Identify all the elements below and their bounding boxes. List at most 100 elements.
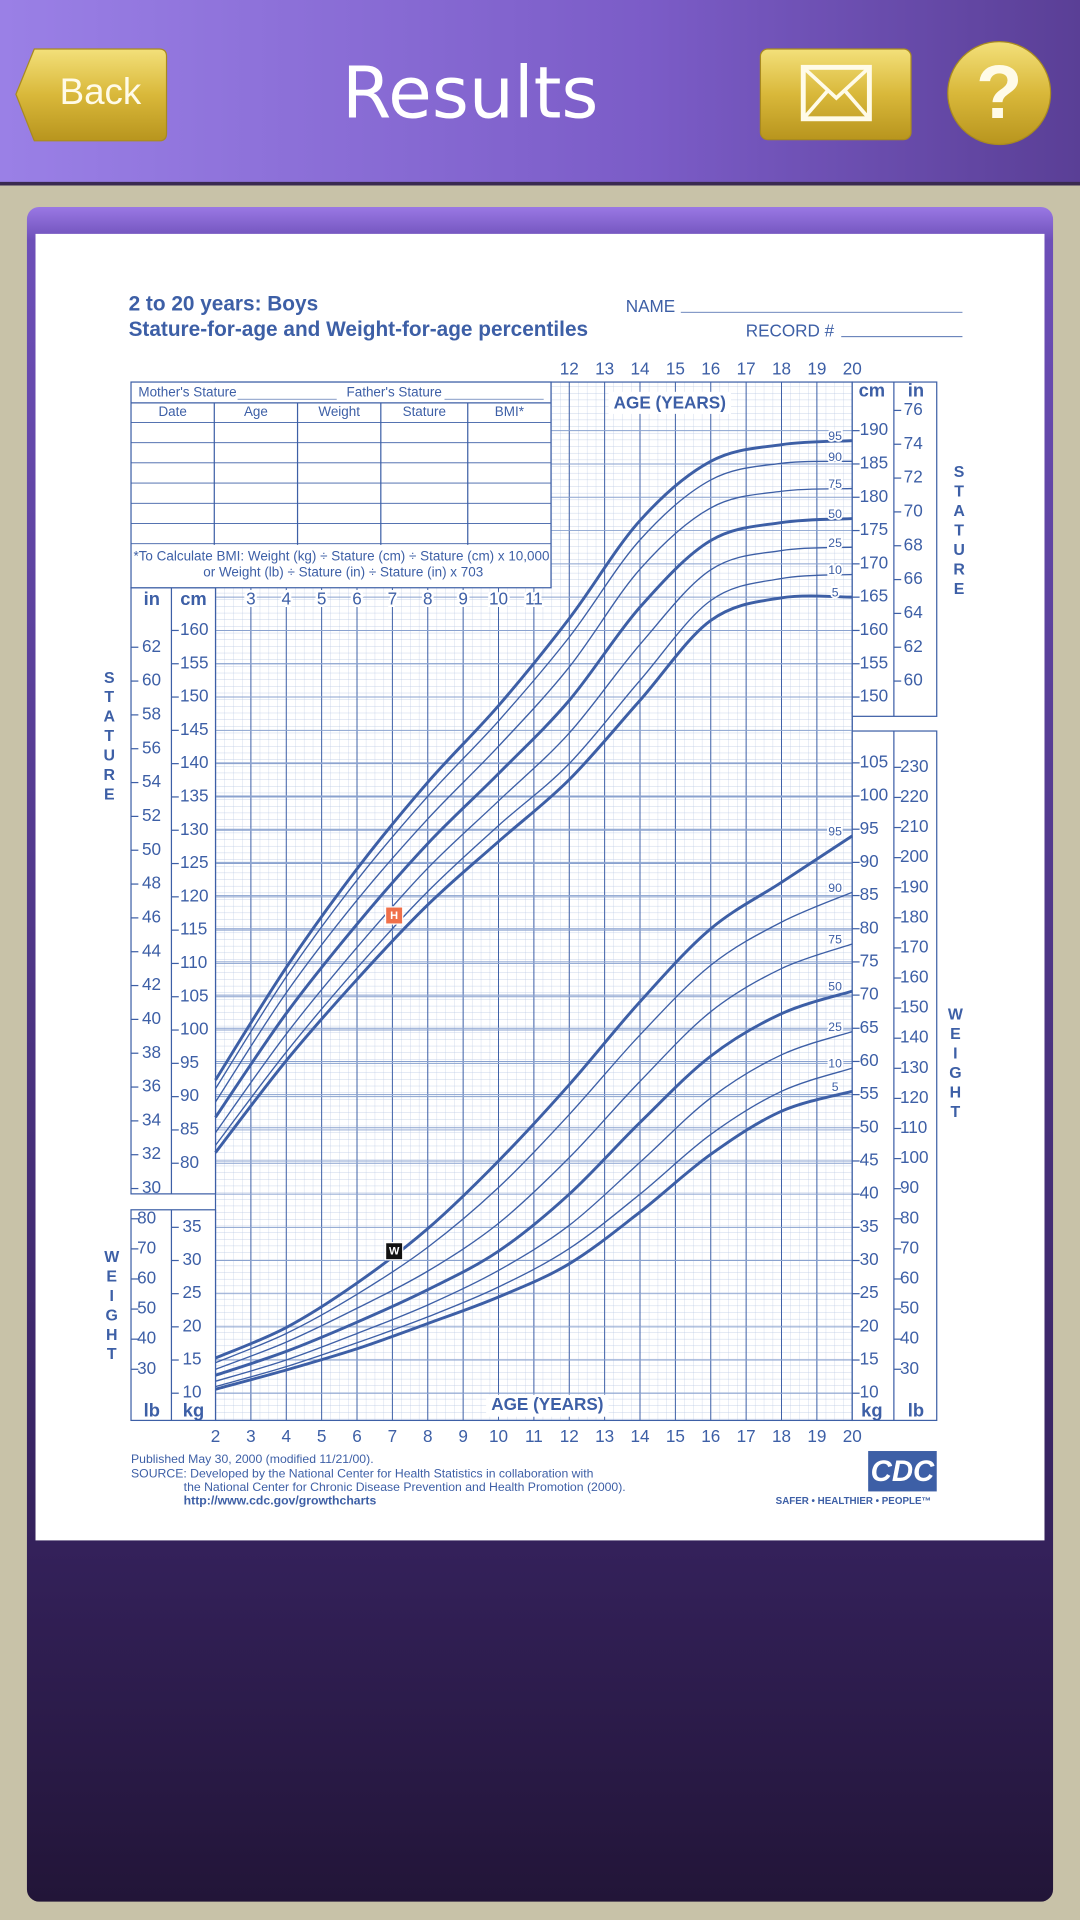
percentile-label: 90: [828, 450, 842, 464]
y-tick-label: 10: [860, 1382, 879, 1402]
y-tick-label: 145: [180, 719, 209, 739]
y-tick-label: 200: [900, 846, 929, 866]
y-tick-label: 115: [180, 919, 207, 939]
y-tick-label: 70: [137, 1237, 156, 1257]
footer-text: SOURCE: Developed by the National Center…: [131, 1467, 594, 1481]
y-tick-label: 130: [900, 1057, 929, 1077]
x-tick-label: 16: [701, 358, 720, 378]
x-tick-label: 3: [246, 1426, 256, 1446]
y-tick-label: 10: [182, 1382, 201, 1402]
y-tick-label: 58: [142, 703, 161, 723]
x-tick-label: 19: [807, 358, 826, 378]
y-tick-label: 80: [180, 1152, 199, 1172]
y-tick-label: 42: [142, 974, 161, 994]
axis-title: STATURE: [951, 464, 968, 600]
y-tick-label: 140: [180, 752, 209, 772]
logo-text: CDC: [871, 1455, 935, 1488]
percentile-curve: [214, 487, 853, 1103]
y-tick-label: 54: [142, 771, 162, 791]
record-table: [130, 381, 552, 589]
data-marker: [384, 1242, 404, 1261]
y-tick-label: 25: [860, 1282, 879, 1302]
x-tick-label: 7: [388, 1426, 398, 1446]
x-tick-label: 5: [317, 589, 327, 609]
form-label: NAME: [626, 296, 675, 316]
x-tick-label: 13: [595, 358, 614, 378]
y-tick-label: 150: [900, 997, 929, 1017]
mail-button[interactable]: [759, 48, 912, 141]
x-tick-label: 5: [317, 1426, 327, 1446]
y-tick-label: 90: [900, 1177, 919, 1197]
form-label: RECORD #: [746, 320, 835, 340]
unit-label: cm: [859, 380, 886, 401]
percentile-curve: [215, 943, 853, 1370]
y-tick-label: 60: [900, 1268, 919, 1288]
y-tick-label: 100: [860, 785, 889, 805]
y-tick-label: 90: [180, 1085, 199, 1105]
y-tick-label: 180: [900, 906, 929, 926]
x-tick-label: 18: [772, 1426, 791, 1446]
y-tick-label: 190: [860, 419, 889, 439]
x-tick-label: 4: [281, 1426, 291, 1446]
y-tick-label: 38: [142, 1042, 161, 1062]
unit-label: in: [144, 588, 160, 609]
y-tick-label: 15: [182, 1349, 201, 1369]
y-tick-label: 45: [860, 1150, 879, 1170]
unit-label: lb: [144, 1400, 160, 1421]
y-tick-label: 68: [904, 534, 923, 554]
y-tick-label: 160: [180, 619, 209, 639]
x-tick-label: 7: [388, 589, 398, 609]
x-tick-label: 8: [423, 1426, 433, 1446]
x-tick-label: 11: [525, 589, 543, 609]
y-tick-label: 95: [860, 818, 879, 838]
y-tick-label: 155: [180, 652, 209, 672]
y-tick-label: 44: [142, 940, 162, 960]
table-label: Mother's Stature: [138, 385, 236, 400]
y-tick-label: 210: [900, 816, 929, 836]
y-tick-label: 125: [180, 852, 209, 872]
y-tick-label: 40: [137, 1328, 156, 1348]
y-tick-label: 30: [137, 1358, 156, 1378]
percentile-label: 50: [828, 507, 842, 521]
y-tick-label: 60: [860, 1050, 879, 1070]
y-tick-label: 50: [860, 1116, 879, 1136]
x-tick-label: 14: [630, 1426, 650, 1446]
x-tick-label: 18: [772, 358, 791, 378]
y-tick-label: 180: [860, 486, 889, 506]
y-tick-label: 70: [904, 500, 923, 520]
y-tick-label: 65: [860, 1017, 879, 1037]
help-button[interactable]: ?: [947, 41, 1052, 146]
table-label: Father's Stature: [347, 385, 442, 400]
back-button[interactable]: Back: [15, 48, 168, 142]
y-tick-label: 105: [180, 985, 209, 1005]
y-tick-label: 34: [142, 1109, 162, 1129]
cdc-logo: [868, 1451, 937, 1492]
y-tick-label: 220: [900, 786, 929, 806]
bmi-note: *To Calculate BMI: Weight (kg) ÷ Stature…: [133, 549, 549, 564]
help-label[interactable]: ?: [976, 50, 1022, 135]
x-tick-label: 15: [666, 358, 685, 378]
y-tick-label: 76: [904, 399, 923, 419]
y-tick-label: 50: [142, 839, 161, 859]
screen-title: Results: [342, 51, 598, 134]
y-tick-label: 50: [137, 1298, 156, 1318]
y-tick-label: 185: [860, 452, 889, 472]
y-tick-label: 175: [860, 519, 889, 539]
x-tick-label: 12: [560, 1426, 579, 1446]
unit-label: lb: [908, 1400, 924, 1421]
y-tick-label: 80: [860, 917, 879, 937]
y-tick-label: 52: [142, 805, 161, 825]
column-header: Stature: [403, 404, 446, 419]
data-marker: [384, 906, 404, 925]
y-tick-label: 100: [180, 1019, 209, 1039]
x-tick-label: 12: [560, 358, 579, 378]
percentile-curve: [214, 834, 854, 1360]
stature-left-scale: [130, 587, 217, 1195]
x-tick-label: 11: [525, 1426, 543, 1446]
y-tick-label: 90: [860, 851, 879, 871]
footer-text: the National Center for Chronic Disease …: [184, 1480, 626, 1494]
y-tick-label: 40: [860, 1183, 879, 1203]
x-tick-label: 20: [843, 1426, 862, 1446]
back-label[interactable]: Back: [60, 71, 142, 112]
y-tick-label: 56: [142, 737, 161, 757]
